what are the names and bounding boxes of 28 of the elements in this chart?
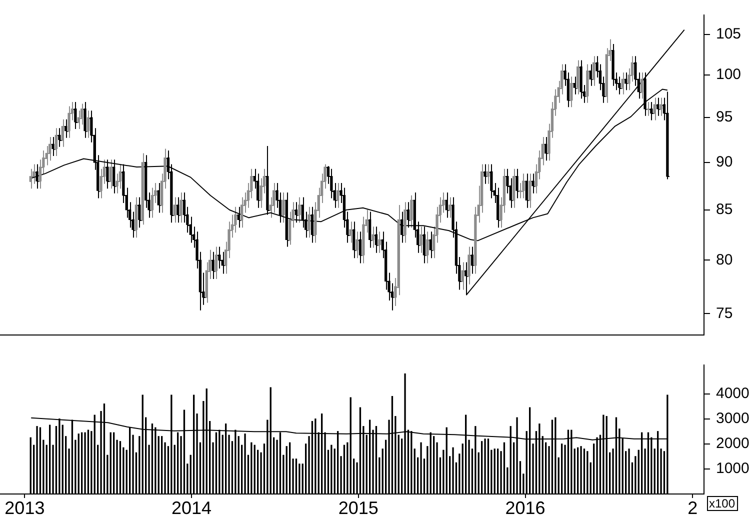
y-tick-label: 3000 <box>716 410 750 427</box>
y-tick-label: 75 <box>716 304 733 322</box>
x-tick-label: 2014 <box>172 498 212 518</box>
y-tick-label: 100 <box>716 66 742 84</box>
y-tick-label: 1000 <box>716 460 750 478</box>
candlestick <box>470 246 474 274</box>
candlestick <box>406 202 410 228</box>
candlestick <box>214 246 218 280</box>
x-tick-label: 2016 <box>505 498 546 518</box>
x-tick-label: 2 <box>688 498 698 518</box>
y-tick-label: 80 <box>716 251 733 268</box>
y-tick-label: 4000 <box>716 384 750 402</box>
candlestick <box>118 164 122 190</box>
text: x100 <box>709 496 736 510</box>
candlestick <box>358 231 362 264</box>
y-tick-label: 95 <box>716 108 733 126</box>
x-tick-label: 2015 <box>338 498 378 518</box>
candlestick <box>150 187 154 218</box>
candlestick <box>54 128 58 156</box>
x-tick-label: 2013 <box>4 498 45 518</box>
candlestick <box>374 226 378 254</box>
candlestick <box>134 196 138 238</box>
y-tick-label: 2000 <box>716 435 750 452</box>
y-tick-label: 85 <box>716 200 733 218</box>
candlestick <box>294 202 298 224</box>
y-tick-label: 105 <box>716 26 742 43</box>
candlestick <box>86 110 90 138</box>
y-tick-label: 90 <box>716 154 733 171</box>
